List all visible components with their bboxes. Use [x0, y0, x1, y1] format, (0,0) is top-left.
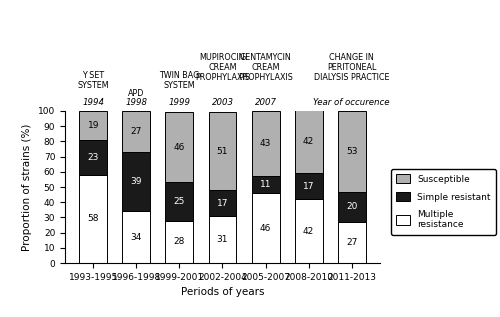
Bar: [80, 175, 108, 263]
Text: 28: 28: [174, 237, 185, 246]
Text: MUPIROCIN
CREAM
PROPHYLAXIS: MUPIROCIN CREAM PROPHYLAXIS: [195, 53, 250, 82]
Bar: [294, 199, 322, 263]
Text: 46: 46: [260, 223, 271, 233]
Text: 2003: 2003: [212, 98, 234, 107]
Bar: [208, 216, 236, 263]
Bar: [252, 193, 280, 263]
Text: Y SET
SYSTEM: Y SET SYSTEM: [78, 71, 109, 90]
Text: 20: 20: [346, 202, 358, 211]
Text: Year of occurence: Year of occurence: [314, 98, 390, 107]
Text: 17: 17: [216, 198, 228, 208]
Bar: [294, 109, 322, 173]
Text: 34: 34: [130, 233, 142, 242]
Text: 27: 27: [130, 127, 142, 136]
Text: 1998: 1998: [126, 98, 148, 107]
Text: 1999: 1999: [168, 98, 190, 107]
Text: 11: 11: [260, 180, 272, 189]
Text: 51: 51: [216, 147, 228, 156]
Text: 53: 53: [346, 147, 358, 156]
Bar: [294, 173, 322, 199]
Text: 39: 39: [130, 177, 142, 186]
Text: 1994: 1994: [82, 98, 104, 107]
Text: TWIN BAG
SYSTEM: TWIN BAG SYSTEM: [160, 71, 200, 90]
Bar: [122, 211, 150, 263]
X-axis label: Periods of years: Periods of years: [181, 288, 264, 297]
Bar: [338, 222, 365, 263]
Text: 19: 19: [88, 121, 99, 130]
Bar: [252, 111, 280, 176]
Bar: [122, 152, 150, 211]
Bar: [122, 111, 150, 152]
Y-axis label: Proportion of strains (%): Proportion of strains (%): [22, 123, 32, 251]
Bar: [166, 113, 194, 183]
Text: 31: 31: [216, 235, 228, 244]
Bar: [80, 140, 108, 175]
Text: 17: 17: [303, 182, 314, 191]
Bar: [338, 111, 365, 191]
Text: 43: 43: [260, 139, 271, 148]
Text: 42: 42: [303, 137, 314, 146]
Bar: [338, 191, 365, 222]
Text: 46: 46: [174, 143, 185, 152]
Text: 42: 42: [303, 227, 314, 236]
Text: 58: 58: [88, 215, 99, 223]
Bar: [252, 176, 280, 193]
Text: GENTAMYCIN
CREAM
PROPHYLAXIS: GENTAMYCIN CREAM PROPHYLAXIS: [238, 53, 293, 82]
Bar: [208, 113, 236, 190]
Bar: [208, 190, 236, 216]
Legend: Susceptible, Simple resistant, Multiple
resistance: Susceptible, Simple resistant, Multiple …: [391, 169, 496, 235]
Text: 27: 27: [346, 238, 358, 247]
Text: APD: APD: [128, 89, 144, 98]
Text: CHANGE IN
PERITONEAL
DIALYSIS PRACTICE: CHANGE IN PERITONEAL DIALYSIS PRACTICE: [314, 53, 390, 82]
Bar: [166, 183, 194, 221]
Bar: [166, 221, 194, 263]
Bar: [80, 111, 108, 140]
Text: 25: 25: [174, 197, 185, 206]
Text: 23: 23: [88, 153, 99, 162]
Text: 2007: 2007: [254, 98, 276, 107]
